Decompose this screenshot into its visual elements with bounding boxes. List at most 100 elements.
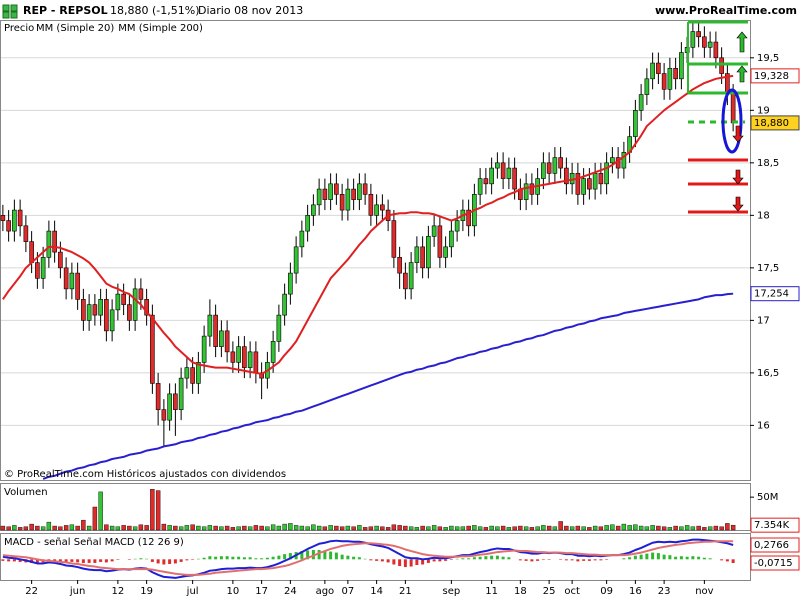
candle-body xyxy=(167,393,172,421)
volume-bar xyxy=(150,489,155,531)
volume-bar xyxy=(155,490,161,531)
candle-body xyxy=(667,68,673,90)
y-tick-label: 18 xyxy=(757,210,770,221)
volume-bar xyxy=(598,526,604,531)
candle-body xyxy=(512,167,517,190)
candle-body xyxy=(719,57,724,74)
volume-bar xyxy=(12,525,17,531)
candle-body xyxy=(109,309,115,332)
candle-body xyxy=(236,346,241,363)
histogram-bar xyxy=(409,559,413,567)
candle-body xyxy=(397,257,402,274)
volume-bar xyxy=(443,527,448,531)
down-arrow xyxy=(732,125,744,143)
volume-bar xyxy=(351,526,356,531)
volume-bar xyxy=(656,525,661,531)
histogram-bar xyxy=(587,559,591,561)
candle-body xyxy=(696,31,701,38)
histogram-bar xyxy=(162,559,166,565)
candle-body xyxy=(0,215,6,221)
y-tick-label: 50M xyxy=(757,492,778,503)
candle-body xyxy=(270,341,276,363)
candle-body xyxy=(115,293,121,311)
y-tick-label: 17 xyxy=(757,315,770,326)
histogram-bar xyxy=(1,559,5,561)
volume-bar xyxy=(63,525,69,531)
volume-bar xyxy=(362,527,368,531)
volume-bar xyxy=(696,525,701,531)
volume-bar xyxy=(581,526,586,531)
volume-bar xyxy=(380,526,385,531)
down-arrow xyxy=(732,196,744,212)
volume-bar xyxy=(247,526,253,531)
x-tick-label: 09 xyxy=(600,586,613,597)
volume-bar xyxy=(518,525,523,531)
candle-body xyxy=(587,178,592,190)
volume-bar xyxy=(201,526,207,531)
histogram-bar xyxy=(484,556,488,560)
histogram-bar xyxy=(403,559,407,568)
volume-bar xyxy=(29,523,34,531)
histogram-bar xyxy=(242,557,246,560)
histogram-bar xyxy=(265,557,269,560)
candle-body xyxy=(322,188,328,200)
volume-bar xyxy=(339,526,345,531)
histogram-bar xyxy=(697,556,701,560)
x-tick-label: 12 xyxy=(112,586,125,597)
candle-body xyxy=(541,162,546,179)
histogram-bar xyxy=(7,559,11,562)
histogram-bar xyxy=(306,550,310,560)
x-tick-label: nov xyxy=(695,586,713,597)
volume-bar xyxy=(627,525,632,531)
volume-bar xyxy=(121,525,126,531)
down-arrow xyxy=(732,169,744,185)
x-tick-label: jul xyxy=(186,586,199,597)
legend-label: Precio xyxy=(4,23,34,34)
candle-body xyxy=(23,225,29,242)
volume-bar xyxy=(190,524,195,531)
y-tick-label: 18,5 xyxy=(757,158,779,169)
candle-body xyxy=(328,183,333,200)
histogram-bar xyxy=(702,557,706,560)
histogram-bar xyxy=(582,559,586,561)
histogram-bar xyxy=(392,559,396,565)
histogram-bar xyxy=(173,559,177,564)
histogram-bar xyxy=(346,555,350,560)
volume-bar xyxy=(259,525,264,531)
up-arrow xyxy=(736,31,748,53)
candle-body xyxy=(621,152,627,169)
histogram-bar xyxy=(421,559,425,565)
value-label-box xyxy=(750,555,800,571)
volume-bar xyxy=(408,526,414,531)
volume-bar xyxy=(472,525,477,531)
histogram-bar xyxy=(375,559,379,561)
candle-body xyxy=(334,183,339,195)
volume-bar xyxy=(236,526,241,531)
volume-bar xyxy=(242,525,247,531)
volume-bar xyxy=(426,526,431,531)
volume-bar xyxy=(75,525,80,531)
histogram-bar xyxy=(196,558,200,560)
candle-body xyxy=(69,272,75,290)
legend-label: MM (Simple 200) xyxy=(118,23,203,34)
candle-body xyxy=(247,351,253,368)
candle-body xyxy=(242,346,247,368)
histogram-bar xyxy=(639,554,643,560)
candle-body xyxy=(86,304,92,321)
y-tick-label: 16 xyxy=(757,420,770,431)
candle-body xyxy=(368,194,374,216)
histogram-bar xyxy=(432,559,436,562)
histogram-bar xyxy=(685,556,689,560)
histogram-bar xyxy=(490,555,494,560)
candle-body xyxy=(730,92,736,124)
candle-body xyxy=(276,314,282,342)
histogram-bar xyxy=(191,559,195,560)
histogram-bar xyxy=(214,556,218,560)
value-label-box xyxy=(750,537,800,553)
candle-body xyxy=(138,288,144,300)
histogram-bar xyxy=(398,559,402,567)
histogram-bar xyxy=(139,558,143,560)
volume-bar xyxy=(196,525,201,531)
